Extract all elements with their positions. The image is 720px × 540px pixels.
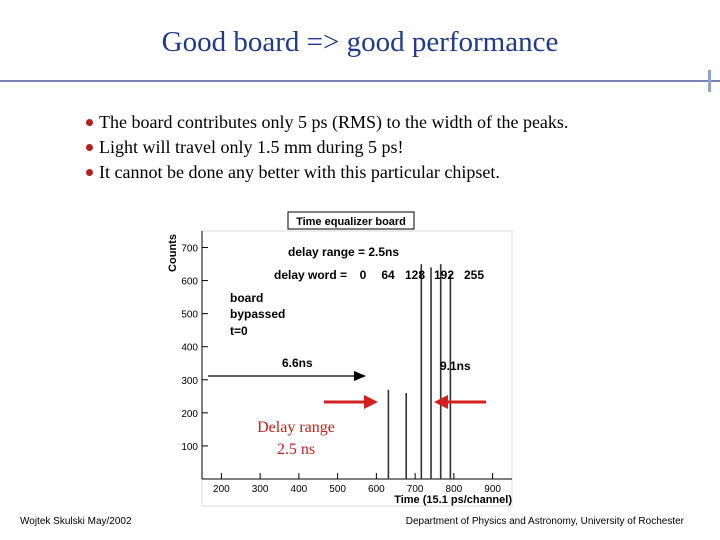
y-tick-label: 200 <box>181 409 198 420</box>
slide-title: Good board => good performance <box>161 26 559 58</box>
bullet-list: The board contributes only 5 ps (RMS) to… <box>86 110 568 185</box>
x-tick-label: 800 <box>446 484 463 495</box>
bullet-item: The board contributes only 5 ps (RMS) to… <box>86 110 568 135</box>
time-spectrum-chart: Time equalizer board Counts Time (15.1 p… <box>167 211 513 507</box>
board-label-line-3: t=0 <box>230 324 248 338</box>
board-label-line-1: board <box>230 291 263 305</box>
delay-word-value: 64 <box>381 268 395 282</box>
bullet-text: It cannot be done any better with this p… <box>99 162 500 182</box>
arrow-left-label: 6.6ns <box>282 356 313 370</box>
bullet-item: Light will travel only 1.5 mm during 5 p… <box>86 135 568 160</box>
arrow-right-label: 9.1ns <box>440 359 471 373</box>
delay-word-values: 0 64 128 192 255 <box>360 268 485 282</box>
x-ticks: 200 300 400 500 600 700 800 900 <box>213 473 501 495</box>
x-tick-label: 600 <box>368 484 385 495</box>
bullet-text: Light will travel only 1.5 mm during 5 p… <box>99 137 404 157</box>
delay-range-annotation: delay range = 2.5ns <box>288 245 399 259</box>
bullet-dot-icon <box>86 169 93 176</box>
y-tick-label: 400 <box>181 343 198 354</box>
y-tick-label: 500 <box>181 310 198 321</box>
x-tick-label: 500 <box>329 484 346 495</box>
y-axis-label: Counts <box>167 234 179 272</box>
y-tick-label: 600 <box>181 277 198 288</box>
delay-word-value: 0 <box>360 268 367 282</box>
bullet-item: It cannot be done any better with this p… <box>86 160 568 185</box>
y-ticks: 100 200 300 400 500 600 700 <box>181 244 208 453</box>
chart-title-box <box>287 211 415 230</box>
delay-word-value: 192 <box>434 268 454 282</box>
red-arrow-left-head-icon <box>434 395 448 409</box>
title-divider <box>0 80 720 82</box>
x-tick-label: 900 <box>484 484 501 495</box>
x-axis-label: Time (15.1 ps/channel) <box>394 494 512 506</box>
footer-author: Wojtek Skulski May/2002 <box>20 516 132 527</box>
delay-word-value: 255 <box>464 268 484 282</box>
red-annotation-line-2: 2.5 ns <box>277 441 315 458</box>
bullet-dot-icon <box>86 119 93 126</box>
black-arrow-head-icon <box>354 371 366 381</box>
footer-affiliation: Department of Physics and Astronomy, Uni… <box>405 516 684 527</box>
bullet-dot-icon <box>86 144 93 151</box>
x-tick-label: 200 <box>213 484 230 495</box>
chart-title: Time equalizer board <box>296 216 406 228</box>
x-tick-label: 300 <box>252 484 269 495</box>
x-tick-label: 700 <box>407 484 424 495</box>
divider-endcap <box>708 70 711 92</box>
y-tick-label: 300 <box>181 376 198 387</box>
y-tick-label: 700 <box>181 244 198 255</box>
y-tick-label: 100 <box>181 442 198 453</box>
delay-word-value: 128 <box>405 268 425 282</box>
red-annotation-line-1: Delay range <box>257 419 335 436</box>
board-label-line-2: bypassed <box>230 307 285 321</box>
red-arrow-right-head-icon <box>364 395 378 409</box>
x-tick-label: 400 <box>291 484 308 495</box>
delay-word-prefix: delay word = <box>274 268 347 282</box>
peaks-group <box>387 264 452 479</box>
bullet-text: The board contributes only 5 ps (RMS) to… <box>99 112 569 132</box>
